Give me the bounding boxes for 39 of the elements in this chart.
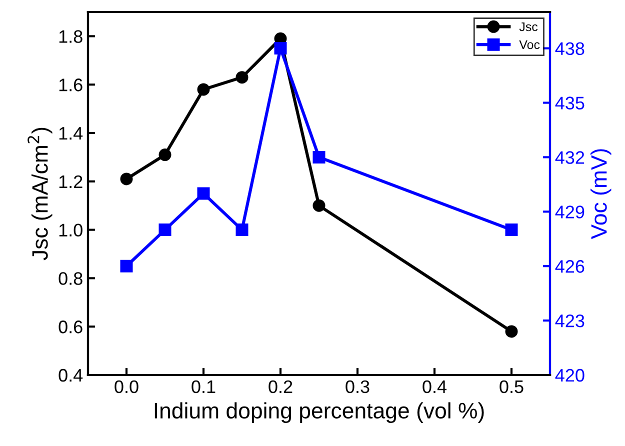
point (120, 172, 133, 186)
y-tick-label: 0.4 (58, 368, 83, 382)
legend-label: Jsc (519, 22, 538, 32)
point (236, 224, 248, 236)
y2-tick-label: 420 (555, 368, 584, 382)
x-tick-label: 0.0 (114, 380, 138, 394)
y2-axis-title: Voc (mV) (590, 149, 612, 240)
y2-tick-label: 438 (555, 42, 584, 56)
point (197, 83, 210, 96)
point (312, 150, 326, 164)
y-tick-label: 1.6 (59, 78, 82, 92)
point (505, 325, 518, 338)
point (236, 71, 248, 84)
x-tick-label: 0.1 (192, 380, 216, 394)
x-tick-label: 0.5 (500, 380, 524, 394)
y-tick-label: 0.6 (58, 320, 82, 334)
y2-tick-label: 429 (555, 206, 584, 218)
point (505, 224, 518, 236)
point (274, 42, 287, 55)
point (312, 199, 326, 212)
y-tick-label: 1.8 (59, 30, 82, 43)
y2-tick-label: 432 (555, 151, 584, 164)
x-tick-label: 0.3 (346, 380, 370, 394)
x-tick-label: 0.2 (268, 380, 292, 394)
x-tick-label: 0.4 (422, 380, 447, 394)
point (158, 224, 172, 236)
point (197, 187, 210, 200)
y2-tick-label: 435 (555, 96, 584, 110)
legend-label: Voc (519, 40, 540, 50)
y-axis-title: Jsc (mA/cm$^{2}$) (28, 128, 52, 260)
y-tick-label: 1.0 (59, 224, 82, 237)
point (158, 148, 172, 162)
point (120, 260, 133, 272)
y-tick-label: 1.2 (59, 175, 82, 188)
y-tick-label: 1.4 (59, 127, 83, 140)
x-axis-title: Indium doping percentage (vol %) (154, 402, 484, 423)
y-tick-label: 0.8 (58, 272, 82, 285)
y2-tick-label: 426 (555, 260, 584, 273)
y2-tick-label: 423 (555, 314, 584, 328)
